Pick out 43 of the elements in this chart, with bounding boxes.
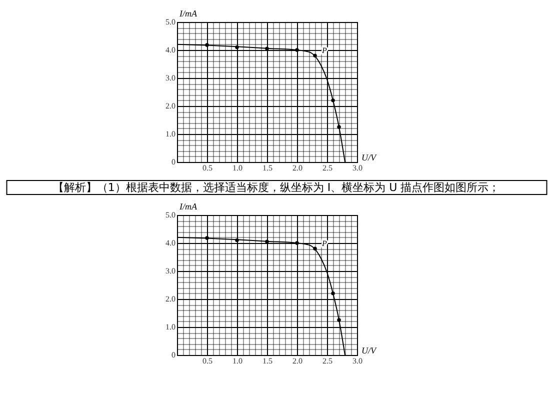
point <box>205 43 209 47</box>
x-axis-title: U/V <box>362 152 378 162</box>
point <box>265 46 269 50</box>
y-tick-label: 0 <box>172 350 176 360</box>
point <box>235 45 239 50</box>
x-tick-label: 1.0 <box>232 356 242 366</box>
y-tick-label: 0 <box>172 158 176 166</box>
point <box>337 318 341 322</box>
y-axis-title: I/mA <box>178 202 198 212</box>
point <box>331 98 335 102</box>
point <box>205 236 209 240</box>
x-tick-label: 1.5 <box>262 164 272 172</box>
y-tick-label: 3.0 <box>166 74 176 82</box>
y-tick-label: 4.0 <box>166 238 176 248</box>
y-tick-label: 4.0 <box>166 46 176 54</box>
y-tick-label: 1.0 <box>166 130 176 138</box>
point <box>331 292 335 296</box>
x-tick-label: 0.5 <box>202 164 212 172</box>
x-axis-title: U/V <box>362 346 378 356</box>
x-tick-label: 1.0 <box>232 164 242 172</box>
x-tick-label: 2.5 <box>322 356 332 366</box>
y-axis-title: I/mA <box>178 8 198 18</box>
point <box>313 54 317 58</box>
x-tick-label: 1.5 <box>262 356 272 366</box>
x-tick-label: 2.0 <box>292 356 302 366</box>
y-tick-label: 2.0 <box>166 102 176 110</box>
point <box>265 240 269 244</box>
point <box>235 238 239 242</box>
y-tick-label: 2.0 <box>166 294 176 304</box>
y-tick-label: 1.0 <box>166 322 176 332</box>
x-tick-label: 2.5 <box>322 164 332 172</box>
x-tick-label: 3.0 <box>352 164 362 172</box>
x-tick-label: 2.0 <box>292 164 302 172</box>
y-tick-label: 3.0 <box>166 266 176 276</box>
x-tick-label: 0.5 <box>202 356 212 366</box>
point <box>295 241 299 245</box>
y-tick-label: 5.0 <box>166 18 176 26</box>
point <box>295 48 299 52</box>
point <box>313 246 317 250</box>
y-tick-label: 5.0 <box>166 210 176 220</box>
x-tick-label: 3.0 <box>352 356 362 366</box>
text: 【解析】（1）根据表中数据，选择适当标度，纵坐标为 I、横坐标为 U 描点作图如图所示； <box>52 181 500 194</box>
point <box>337 125 341 129</box>
